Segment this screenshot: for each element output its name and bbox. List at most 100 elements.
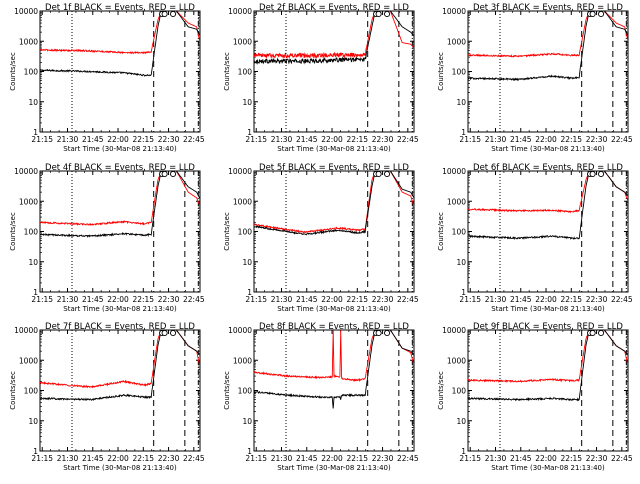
chart-panel-6: Det 6f BLACK = Events, RED = LLD 1 10 100 10… (437, 163, 633, 313)
x-tick-label: 22:45 (183, 295, 205, 304)
peak-marker (598, 10, 605, 18)
x-tick-label: 21:15 (459, 135, 481, 144)
peak-marker (170, 329, 177, 337)
x-tick-label: 22:30 (372, 295, 394, 304)
x-tick-label: 22:00 (535, 135, 557, 144)
peak-marker (170, 170, 177, 178)
chart-title: Det 2f BLACK = Events, RED = LLD (259, 3, 409, 13)
x-tick-label: 22:15 (346, 295, 368, 304)
series-line-lld (254, 171, 414, 234)
y-tick-label: 1 (247, 288, 252, 297)
y-tick-label: 1 (461, 128, 466, 137)
y-tick-label: 1000 (19, 197, 38, 206)
peak-marker (375, 10, 382, 18)
chart-title: Det 4f BLACK = Events, RED = LLD (45, 163, 195, 173)
y-axis-label: Counts/sec (223, 52, 231, 91)
y-tick-label: 1 (247, 128, 252, 137)
y-tick-label: 10 (242, 258, 252, 267)
x-tick-label: 22:15 (346, 454, 368, 463)
x-tick-label: 22:00 (107, 295, 129, 304)
plot-frame (253, 10, 415, 133)
x-axis-label: Start Time (30-Mar-08 21:13:40) (63, 305, 177, 313)
y-axis-label: Counts/sec (223, 212, 231, 251)
y-axis-label: Counts/sec (9, 52, 17, 91)
y-tick-label: 1000 (233, 197, 252, 206)
chart-panel-5: Det 5f BLACK = Events, RED = LLD 1 10 100 10… (223, 163, 419, 313)
series-line-lld (468, 330, 628, 384)
y-tick-label: 10 (456, 417, 466, 426)
x-tick-label: 22:45 (611, 135, 633, 144)
chart-panel-2: Det 2f BLACK = Events, RED = LLD 1 10 100 10… (223, 3, 419, 153)
x-tick-label: 22:00 (321, 135, 343, 144)
x-tick-label: 22:15 (560, 295, 582, 304)
x-tick-label: 22:30 (586, 135, 608, 144)
y-tick-label: 1 (461, 447, 466, 456)
x-tick-label: 21:15 (245, 295, 267, 304)
y-tick-label: 10 (28, 98, 38, 107)
x-tick-label: 22:45 (397, 454, 419, 463)
peak-marker (384, 170, 391, 178)
x-tick-label: 21:15 (459, 295, 481, 304)
x-axis-label: Start Time (30-Mar-08 21:13:40) (491, 305, 605, 313)
y-tick-label: 10000 (228, 326, 252, 335)
x-tick-label: 21:30 (57, 295, 79, 304)
series-line-lld (468, 11, 628, 58)
peak-marker (170, 10, 177, 18)
chart-panel-8: Det 8f BLACK = Events, RED = LLD 1 10 100 10… (223, 322, 419, 472)
y-tick-label: 1000 (19, 37, 38, 46)
y-tick-label: 10000 (442, 167, 466, 176)
series-line-lld (468, 171, 628, 214)
x-tick-label: 22:45 (183, 135, 205, 144)
plot-frame (253, 329, 415, 452)
x-tick-label: 21:15 (31, 454, 53, 463)
x-tick-label: 22:00 (321, 454, 343, 463)
plot-frame (467, 329, 629, 452)
chart-title: Det 8f BLACK = Events, RED = LLD (259, 322, 409, 332)
x-axis-label: Start Time (30-Mar-08 21:13:40) (491, 464, 605, 472)
series-line-events (254, 171, 414, 236)
x-tick-label: 21:45 (296, 454, 318, 463)
x-axis-label: Start Time (30-Mar-08 21:13:40) (277, 145, 391, 153)
x-tick-label: 22:00 (535, 295, 557, 304)
x-tick-label: 21:45 (82, 295, 104, 304)
x-tick-label: 21:30 (57, 454, 79, 463)
series-line-lld (254, 330, 414, 383)
x-tick-label: 21:15 (31, 295, 53, 304)
series-line-events (254, 11, 414, 65)
x-tick-label: 22:30 (158, 295, 180, 304)
x-tick-label: 22:30 (372, 454, 394, 463)
chart-panel-1: Det 1f BLACK = Events, RED = LLD 1 10 100 10… (9, 3, 205, 153)
y-tick-label: 1 (33, 128, 38, 137)
y-tick-label: 1 (33, 288, 38, 297)
y-tick-label: 1000 (447, 37, 466, 46)
series-line-lld (254, 11, 414, 60)
y-tick-label: 1000 (233, 356, 252, 365)
x-tick-label: 21:45 (296, 295, 318, 304)
x-tick-label: 21:45 (510, 295, 532, 304)
y-tick-label: 10000 (14, 167, 38, 176)
chart-panel-3: Det 3f BLACK = Events, RED = LLD 1 10 100 10… (437, 3, 633, 153)
series-line-events (40, 171, 200, 238)
series-line-events (254, 330, 414, 409)
x-tick-label: 22:45 (183, 454, 205, 463)
chart-title: Det 9f BLACK = Events, RED = LLD (473, 322, 623, 332)
y-axis-label: Counts/sec (223, 371, 231, 410)
x-axis-label: Start Time (30-Mar-08 21:13:40) (277, 464, 391, 472)
series-line-events (468, 171, 628, 241)
y-axis-label: Counts/sec (9, 212, 17, 251)
series-line-lld (40, 11, 200, 55)
plot-frame (467, 10, 629, 133)
y-tick-label: 100 (238, 228, 253, 237)
y-tick-label: 10 (28, 417, 38, 426)
plot-frame (467, 170, 629, 293)
x-tick-label: 21:30 (271, 135, 293, 144)
y-tick-label: 100 (24, 68, 39, 77)
plot-frame (39, 170, 201, 293)
series-line-events (468, 330, 628, 402)
y-tick-label: 10 (28, 258, 38, 267)
y-tick-label: 100 (238, 387, 253, 396)
y-tick-label: 100 (452, 68, 467, 77)
chart-title: Det 1f BLACK = Events, RED = LLD (45, 3, 195, 13)
x-tick-label: 22:30 (586, 454, 608, 463)
